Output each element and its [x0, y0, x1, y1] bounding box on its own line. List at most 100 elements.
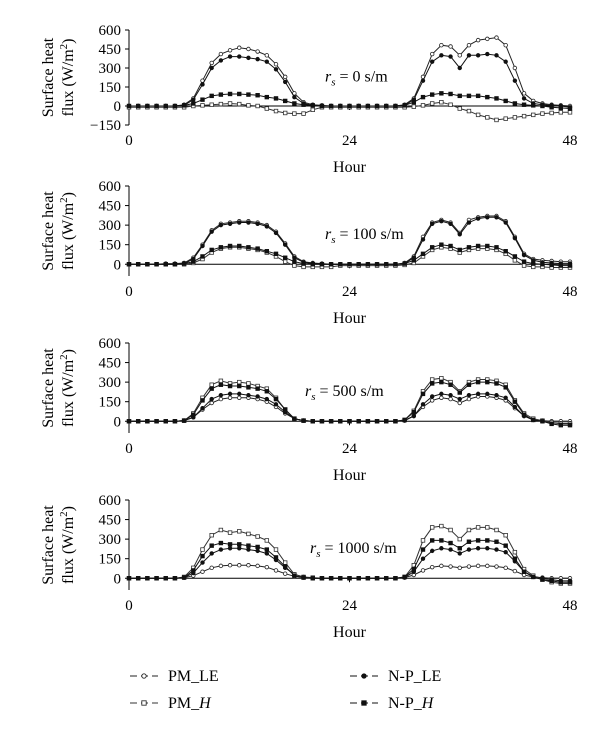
legend-label-prefix: N-P_: [388, 695, 423, 712]
data-point-n-p-le: [503, 395, 508, 400]
annotation-subscript: s: [316, 548, 320, 560]
legend-marker: [361, 673, 367, 679]
data-point-pm-le: [466, 564, 472, 569]
data-point-n-p-h: [246, 92, 251, 97]
x-axis-title: Hour: [333, 159, 367, 176]
data-point-n-p-h: [466, 245, 472, 250]
data-point-pm-h: [439, 523, 444, 529]
data-point-n-p-h: [521, 259, 527, 264]
y-tick-label: 450: [99, 356, 122, 372]
data-point-pm-le: [218, 51, 224, 57]
data-point-pm-le: [439, 563, 444, 569]
data-point-n-p-le: [282, 79, 288, 85]
data-point-pm-h: [448, 102, 453, 107]
data-point-n-p-h: [172, 262, 178, 267]
data-point-n-p-h: [567, 106, 573, 111]
data-point-n-p-h: [411, 100, 417, 105]
data-point-n-p-le: [273, 67, 279, 72]
data-point-n-p-h: [227, 243, 233, 249]
data-point-n-p-h: [512, 101, 518, 106]
data-point-n-p-le: [457, 65, 462, 71]
data-point-n-p-h: [402, 417, 407, 423]
data-point-n-p-h: [209, 386, 214, 391]
data-point-n-p-h: [475, 379, 481, 385]
data-point-n-p-le: [237, 54, 242, 59]
data-point-n-p-h: [374, 576, 380, 581]
data-point-n-p-h: [439, 379, 444, 385]
data-point-n-p-le: [521, 252, 527, 258]
legend-label-prefix: PM_: [168, 695, 200, 712]
data-point-n-p-h: [384, 419, 389, 424]
legend-marker: [141, 700, 147, 706]
data-point-pm-h: [292, 111, 297, 116]
data-point-n-p-h: [466, 93, 472, 99]
data-point-pm-h: [457, 106, 462, 111]
data-point-n-p-h: [154, 576, 159, 581]
annotation-symbol: r: [310, 540, 317, 557]
data-point-n-p-le: [439, 391, 444, 397]
data-point-n-p-h: [218, 245, 224, 250]
y-axis-title-close: ): [60, 192, 77, 197]
data-point-pm-h: [558, 110, 564, 115]
data-point-pm-h: [457, 536, 462, 542]
data-point-n-p-le: [264, 59, 270, 64]
data-point-n-p-h: [126, 103, 132, 109]
data-point-pm-le: [457, 53, 462, 58]
data-point-pm-h: [439, 376, 444, 381]
data-point-n-p-le: [200, 560, 205, 565]
data-point-n-p-h: [429, 92, 435, 97]
data-point-n-p-le: [466, 392, 472, 398]
data-point-n-p-h: [457, 390, 462, 395]
data-point-n-p-h: [365, 419, 371, 424]
data-point-pm-le: [237, 563, 242, 568]
data-point-n-p-le: [292, 94, 297, 100]
data-point-n-p-le: [448, 221, 453, 227]
data-point-n-p-le: [429, 548, 435, 554]
data-point-pm-h: [246, 103, 251, 108]
data-point-pm-le: [475, 37, 481, 43]
data-point-pm-le: [448, 396, 453, 402]
data-point-n-p-h: [393, 576, 398, 581]
x-tick-label: 48: [563, 284, 578, 300]
data-point-n-p-le: [420, 78, 426, 83]
data-point-pm-le: [475, 563, 481, 569]
data-point-n-p-h: [347, 576, 352, 581]
legend-label: N-P_H: [388, 695, 435, 712]
y-tick-label: 0: [114, 257, 122, 273]
data-point-n-p-le: [209, 65, 214, 71]
legend-item-pm-le: PM_LE: [130, 668, 219, 685]
data-point-n-p-h: [457, 546, 462, 551]
data-point-n-p-h: [503, 249, 508, 254]
data-point-n-p-h: [273, 396, 279, 402]
data-point-pm-le: [503, 43, 508, 48]
data-point-n-p-h: [485, 379, 490, 385]
data-point-n-p-le: [411, 413, 417, 419]
data-point-pm-h: [209, 533, 214, 538]
data-point-n-p-h: [154, 103, 159, 109]
data-point-n-p-le: [466, 547, 472, 552]
data-point-n-p-le: [457, 232, 462, 237]
annotation-text: = 0 s/m: [336, 69, 389, 86]
data-point-n-p-le: [466, 220, 472, 225]
data-point-n-p-h: [457, 247, 462, 253]
data-point-pm-h: [273, 108, 279, 114]
data-point-pm-h: [255, 534, 260, 539]
data-point-pm-h: [521, 263, 527, 268]
data-point-n-p-h: [521, 569, 527, 574]
data-point-n-p-h: [126, 419, 132, 424]
data-point-pm-h: [429, 101, 435, 106]
data-point-n-p-le: [227, 221, 233, 227]
data-point-n-p-h: [328, 576, 334, 581]
y-tick-label: 450: [99, 513, 122, 529]
x-axis-title: Hour: [333, 310, 367, 327]
data-point-n-p-h: [485, 243, 490, 249]
legend-item-n-p-le: N-P_LE: [350, 668, 441, 685]
data-point-n-p-h: [466, 382, 472, 387]
y-tick-label: 0: [114, 414, 122, 430]
data-point-pm-le: [237, 45, 242, 50]
data-point-pm-le: [466, 396, 472, 402]
y-tick-label: 150: [99, 80, 122, 96]
data-point-n-p-h: [558, 422, 564, 428]
data-point-n-p-h: [200, 398, 205, 403]
data-point-n-p-h: [172, 576, 178, 581]
